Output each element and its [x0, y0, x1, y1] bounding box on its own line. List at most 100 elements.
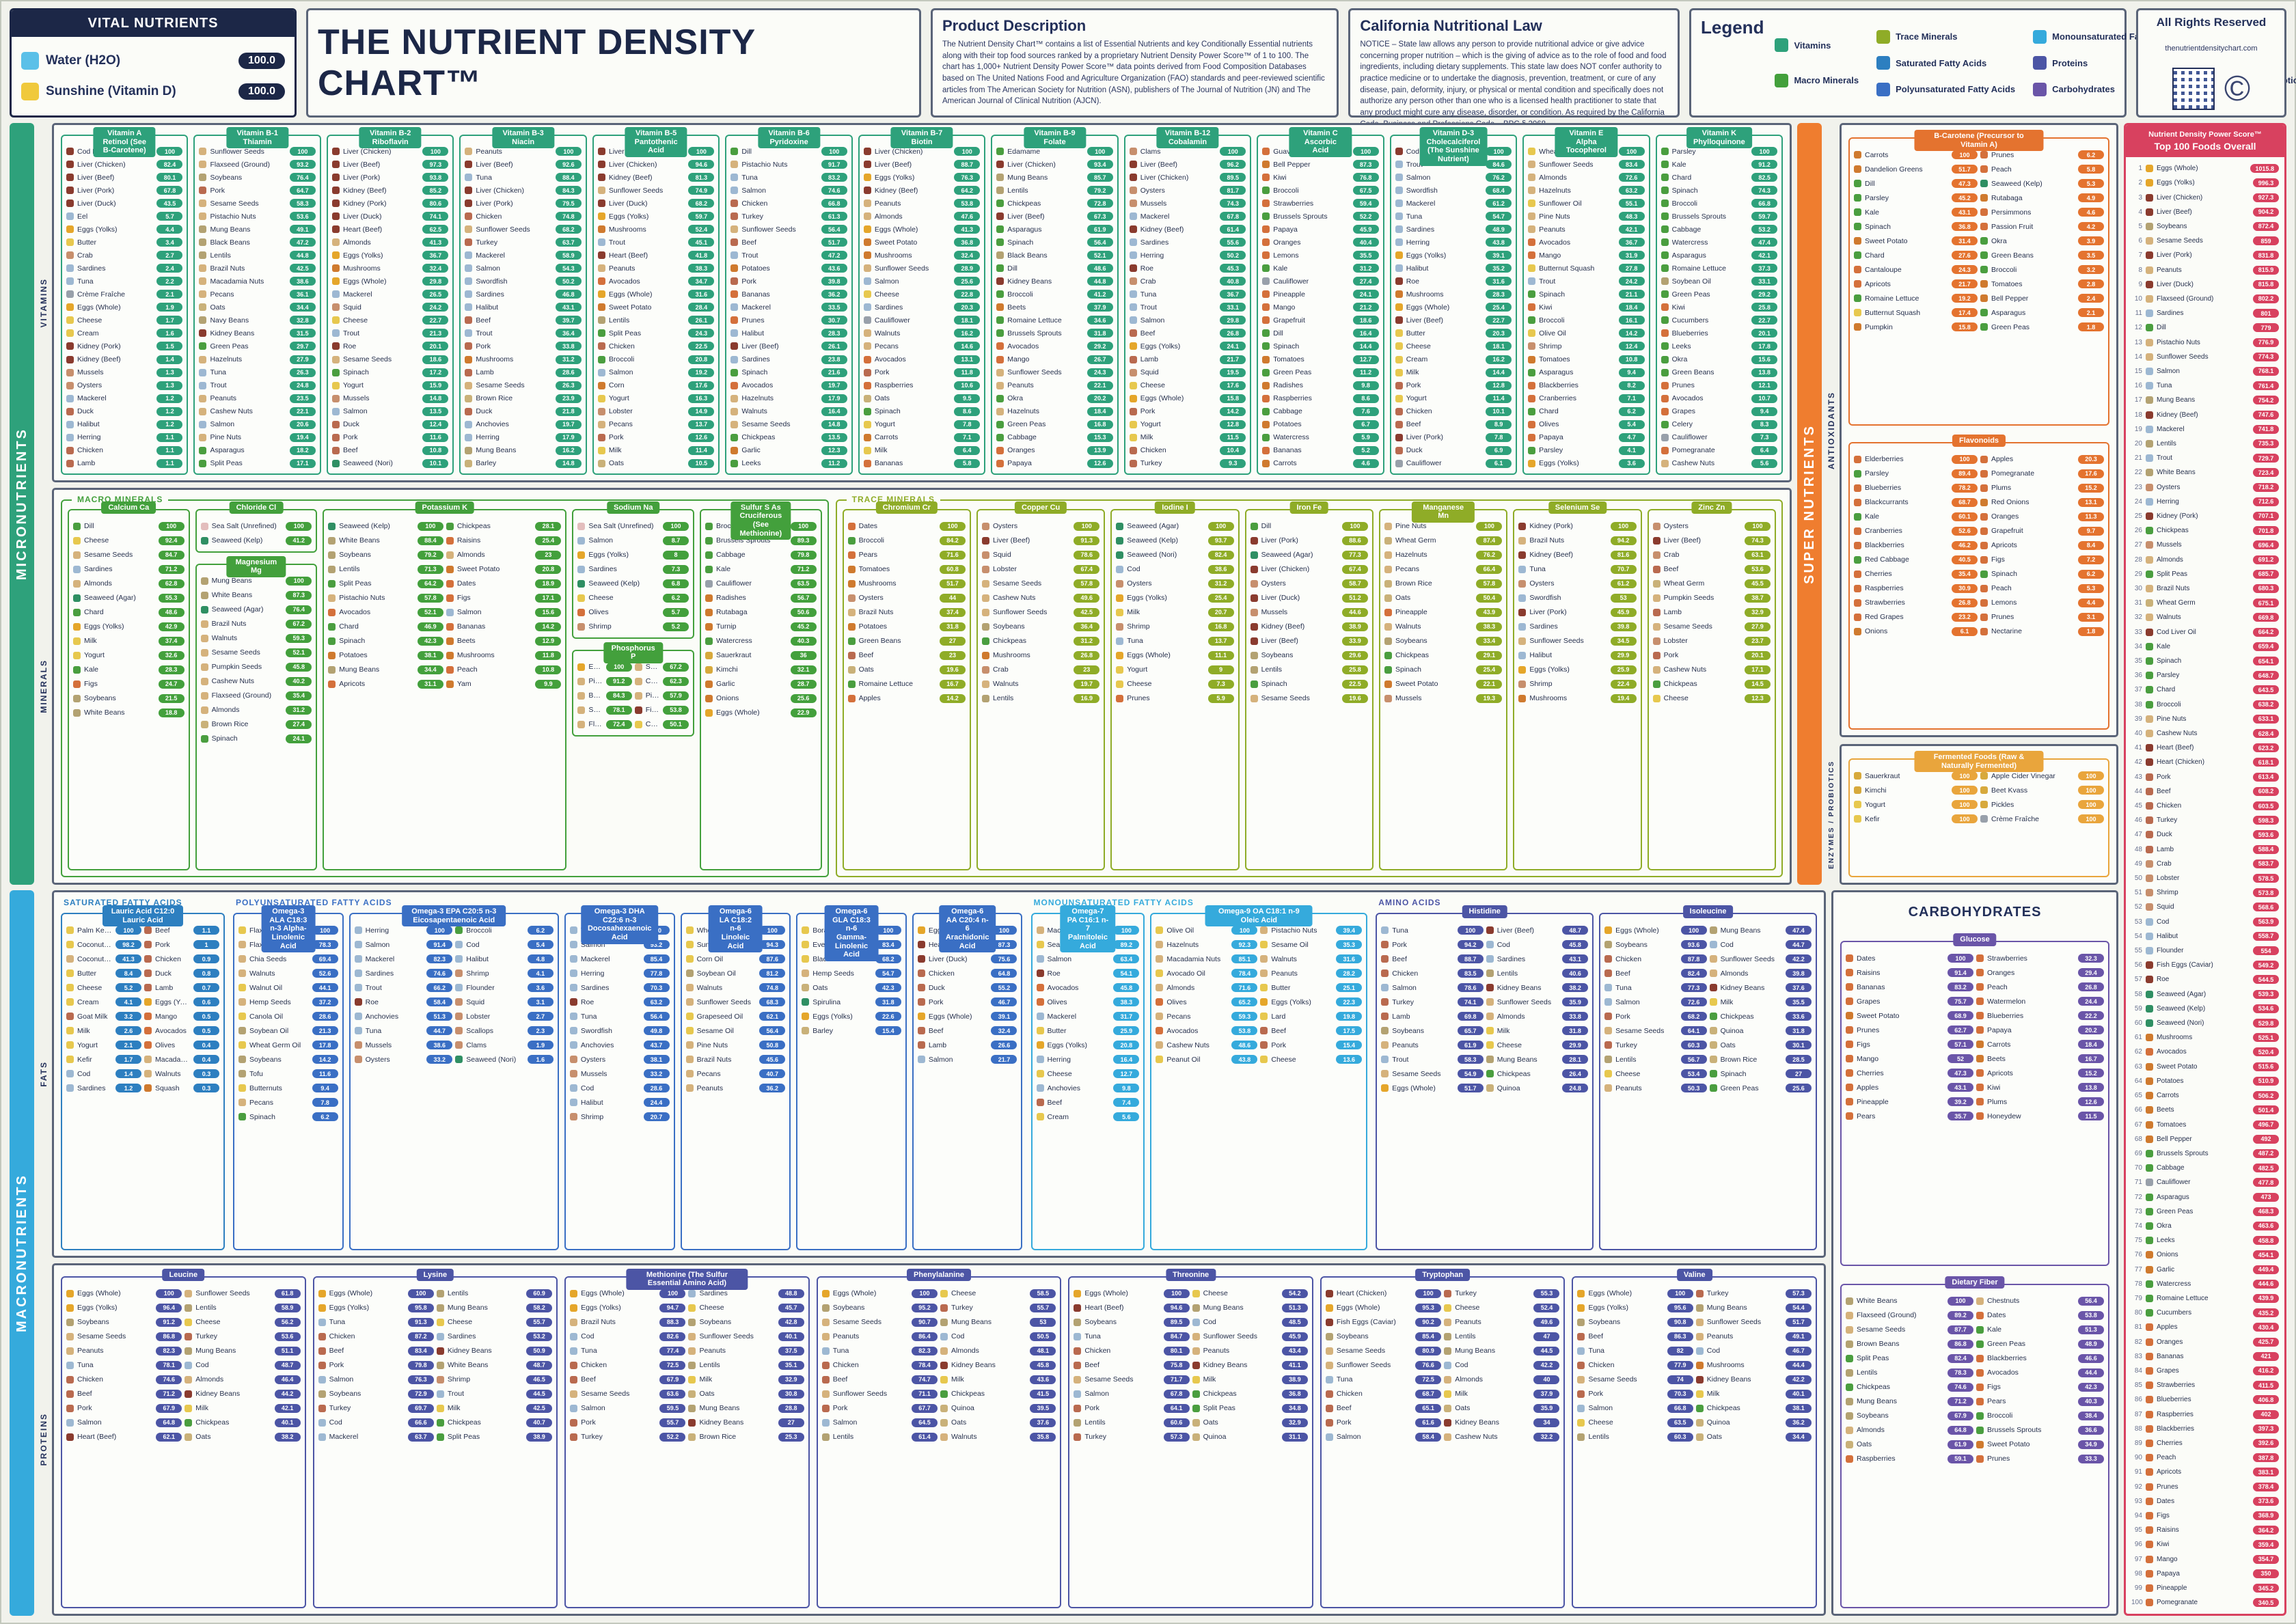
food-name: Beets — [456, 637, 476, 646]
food-name: Broccoli — [1991, 265, 2017, 274]
food-row: Oats 38.2 — [184, 1431, 301, 1444]
score-pill: 6.4 — [954, 445, 981, 455]
food-row: Dill 100 — [730, 146, 847, 157]
food-name: Bell Pepper — [1273, 160, 1311, 169]
food-row: Avocado Oil 78.4 — [1156, 967, 1258, 980]
food-icon — [2146, 1280, 2153, 1288]
nutrient-column: Eggs (Whole) 100 Eggs (Yolks) 96.4 Soybeans 9… — [66, 1287, 182, 1603]
food-name: Soybeans — [339, 551, 371, 560]
food-row: Salmon 19.2 — [597, 367, 715, 379]
antioxidants-row: ANTIOXIDANTS B-Carotene (Precursor to Vi… — [1823, 123, 2118, 738]
food-name: Soybeans — [1588, 1318, 1621, 1327]
food-row: Black Beans 52.1 — [996, 249, 1113, 261]
score-pill: 50.2 — [1220, 251, 1246, 260]
food-icon — [331, 381, 340, 389]
nutrient-column: Pine Nuts 100 Wheat Germ 87.4 Hazelnuts 76.2 P… — [1384, 520, 1503, 865]
food-icon — [2146, 251, 2153, 260]
score-pill: 100 — [1680, 926, 1707, 935]
food-row: Sweet Potato 68.9 — [1846, 1009, 1973, 1022]
food-name: Pistachio Nuts — [645, 691, 659, 700]
food-name: Cherries — [2157, 1439, 2183, 1447]
food-icon — [184, 1418, 193, 1427]
food-icon — [1381, 1041, 1389, 1049]
score-pill: 31.8 — [1786, 1026, 1812, 1036]
food-icon — [318, 1318, 326, 1326]
score-pill: 7.8 — [1486, 432, 1512, 442]
food-icon — [2146, 758, 2153, 767]
food-icon — [238, 1070, 246, 1078]
food-name: Milk — [699, 1375, 713, 1384]
food-icon — [730, 342, 739, 350]
food-row: Anchovies 51.3 — [354, 1010, 453, 1023]
food-row: Bell Pepper 87.3 — [1262, 159, 1379, 170]
food-row: Chicken 72.5 — [570, 1359, 686, 1372]
score-pill: 100 — [1486, 147, 1512, 156]
score-pill: 15.4 — [1336, 1041, 1363, 1050]
score-pill: 51.3 — [426, 1012, 453, 1021]
nutrient-column: Borage Oil100Evening Primrose Oil83.4Bla… — [802, 924, 901, 1245]
food-icon — [465, 420, 473, 428]
score-pill: 6.1 — [1952, 627, 1978, 636]
food-icon — [200, 734, 208, 743]
score-pill: 24.4 — [643, 1098, 670, 1107]
score-pill: 100 — [1952, 800, 1978, 810]
score-pill: 40.1 — [778, 1332, 804, 1341]
food-row: Mango 52 — [1846, 1052, 1973, 1065]
nutrient-column: White Beans 100 Flaxseed (Ground) 89.2 Sesam… — [1846, 1295, 1973, 1603]
food-row: Milk 37.9 — [1444, 1388, 1560, 1401]
food-icon — [863, 342, 871, 350]
score-pill: 6.2 — [312, 1112, 338, 1122]
carbohydrates-title: CARBOHYDRATES — [1908, 905, 2042, 920]
food-icon — [455, 984, 463, 992]
food-icon — [465, 342, 473, 350]
food-row: 38 Broccoli 638.2 — [2131, 698, 2279, 712]
food-name: Mussels — [1395, 694, 1422, 703]
food-icon — [200, 648, 208, 657]
food-name: Milk — [1406, 368, 1419, 377]
food-name: Quinoa — [1203, 1433, 1227, 1442]
food-icon — [66, 303, 74, 312]
food-row: Sunflower Oil94.3 — [685, 938, 786, 951]
food-icon — [446, 594, 454, 602]
food-row: 51 Shrimp 573.8 — [2131, 885, 2279, 900]
food-row: Turkey 69.7 — [318, 1402, 434, 1415]
nutrient-column: Palm Kernel Oil100Coconut Oil98.2Coconut… — [66, 924, 141, 1245]
food-name: Tomatoes — [1991, 279, 2023, 288]
food-row: Plums 12.6 — [1976, 1095, 2104, 1108]
score-pill: 37.9 — [1533, 1389, 1560, 1399]
score-pill: 10.7 — [1751, 394, 1778, 403]
rank-number: 53 — [2134, 918, 2142, 926]
score-pill: 53.8 — [2078, 1310, 2104, 1320]
food-name: Cauliflower — [1273, 277, 1309, 286]
score-pill: 76.3 — [954, 173, 981, 182]
score-pill: 52.4 — [1533, 1303, 1560, 1312]
food-name: Liver (Pork) — [1406, 433, 1443, 442]
food-row: 20 Lentils 735.3 — [2131, 437, 2279, 451]
food-icon — [66, 1056, 74, 1064]
food-name: Sunflower Seeds — [832, 1390, 888, 1399]
nutrient-box: Fermented Foods (Raw & Naturally Ferment… — [1848, 751, 2109, 878]
food-name: Spinach — [1671, 186, 1698, 195]
legend-swatch-icon — [1876, 56, 1891, 70]
food-name: Milk — [1203, 1375, 1216, 1384]
score-pill: 63.2 — [1618, 186, 1645, 195]
food-name: Mung Beans — [951, 1318, 992, 1327]
food-name: Sweet Potato — [2157, 1062, 2198, 1071]
food-icon — [1660, 199, 1669, 208]
food-icon — [199, 394, 207, 402]
food-icon — [1192, 1418, 1200, 1427]
score-pill: 86.3 — [1667, 1332, 1693, 1341]
food-name: Yam — [456, 680, 472, 689]
food-icon — [328, 522, 336, 530]
food-row: Prunes 12.1 — [1660, 380, 1778, 391]
food-name: Eggs (Yolks) — [2157, 179, 2195, 187]
food-icon — [318, 1433, 326, 1441]
california-law-heading: California Nutritional Law — [1360, 17, 1542, 34]
food-row: Milk 42.5 — [436, 1402, 553, 1415]
food-row: Soybeans 33.4 — [1384, 635, 1503, 648]
food-row: Chestnuts 56.4 — [1976, 1295, 2104, 1308]
food-name: Oranges — [1007, 446, 1035, 455]
score-pill: 26.8 — [2078, 982, 2104, 992]
score-pill: 75.7 — [1948, 997, 1973, 1006]
food-name: Sesame Oil — [1271, 940, 1309, 949]
